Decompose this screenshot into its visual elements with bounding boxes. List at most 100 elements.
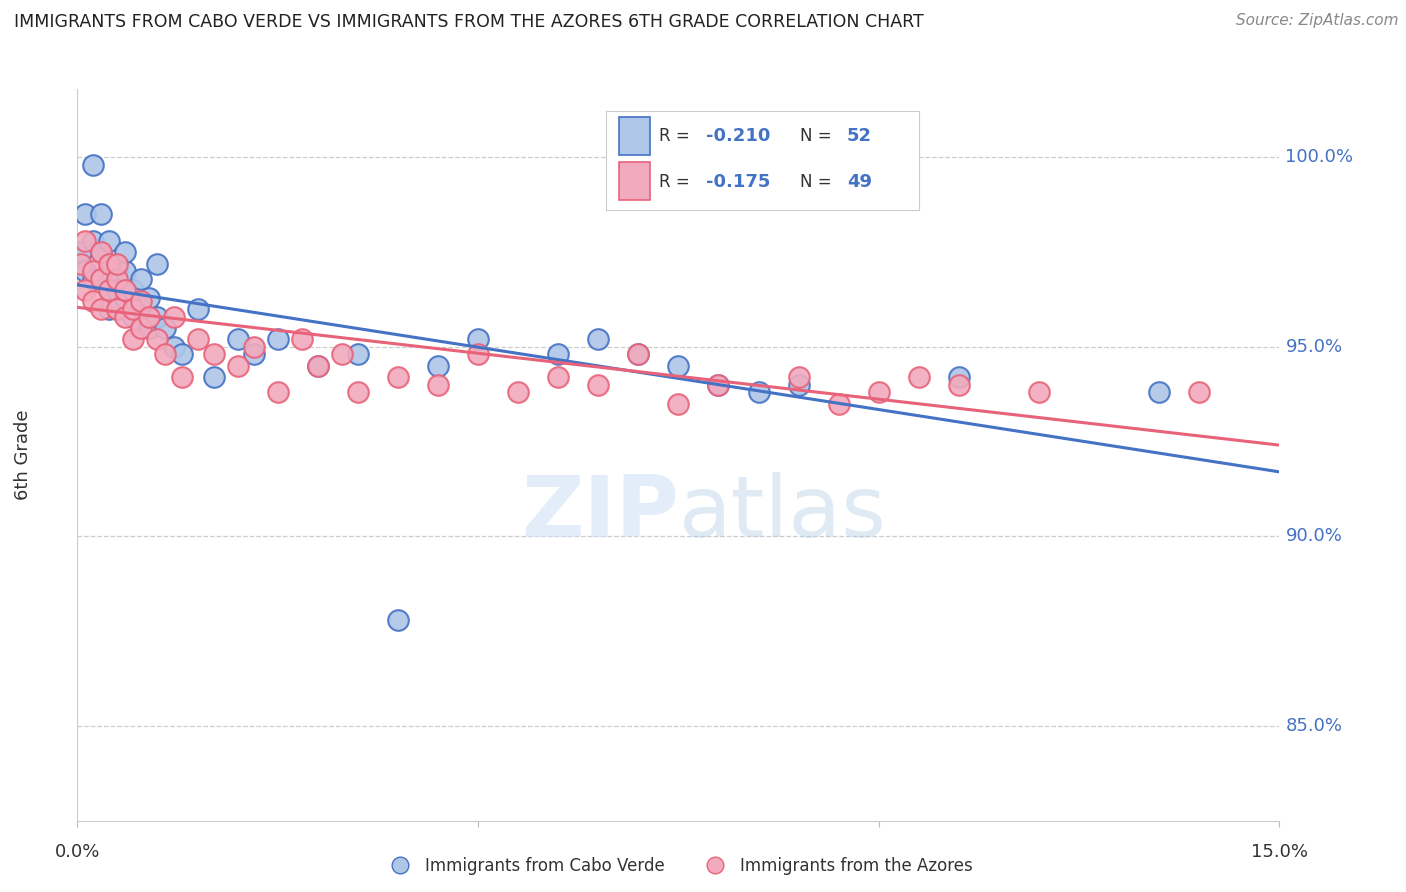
Point <box>508 385 530 400</box>
Point <box>75 264 97 278</box>
Point <box>107 301 129 316</box>
Point <box>90 271 112 285</box>
Point <box>547 370 569 384</box>
Point <box>347 385 370 400</box>
Point <box>330 347 353 361</box>
Point <box>427 377 450 392</box>
Point <box>170 370 193 384</box>
Text: 6th Grade: 6th Grade <box>14 409 32 500</box>
Point <box>186 301 209 316</box>
Point <box>146 310 169 324</box>
Point <box>307 359 329 373</box>
Point <box>98 283 121 297</box>
Point <box>668 359 690 373</box>
Point <box>707 377 730 392</box>
Point <box>75 283 97 297</box>
Point <box>588 377 610 392</box>
Point <box>948 377 970 392</box>
Point <box>114 283 136 297</box>
Text: 15.0%: 15.0% <box>1251 843 1308 862</box>
Point <box>131 321 153 335</box>
Point <box>627 347 650 361</box>
Point <box>787 370 810 384</box>
Point <box>467 332 489 346</box>
Point <box>162 340 184 354</box>
Text: Source: ZipAtlas.com: Source: ZipAtlas.com <box>1236 13 1399 29</box>
Point <box>114 245 136 260</box>
Point <box>242 340 264 354</box>
Point <box>98 301 121 316</box>
Point <box>748 385 770 400</box>
Point <box>70 245 93 260</box>
Point <box>588 332 610 346</box>
Text: 95.0%: 95.0% <box>1285 338 1343 356</box>
Point <box>707 377 730 392</box>
Point <box>107 283 129 297</box>
Legend: Immigrants from Cabo Verde, Immigrants from the Azores: Immigrants from Cabo Verde, Immigrants f… <box>377 850 980 882</box>
Point <box>547 347 569 361</box>
Point <box>107 301 129 316</box>
Point <box>98 234 121 248</box>
Point <box>131 294 153 309</box>
Point <box>114 264 136 278</box>
Point <box>122 332 145 346</box>
Point <box>82 294 104 309</box>
Point <box>70 256 93 270</box>
Text: atlas: atlas <box>679 472 886 555</box>
Point <box>291 332 314 346</box>
Point <box>307 359 329 373</box>
Point <box>242 347 264 361</box>
Point <box>828 397 851 411</box>
Text: IMMIGRANTS FROM CABO VERDE VS IMMIGRANTS FROM THE AZORES 6TH GRADE CORRELATION C: IMMIGRANTS FROM CABO VERDE VS IMMIGRANTS… <box>14 13 924 31</box>
Point <box>90 245 112 260</box>
Point <box>82 158 104 172</box>
Text: 90.0%: 90.0% <box>1285 527 1343 545</box>
Point <box>114 310 136 324</box>
Point <box>98 256 121 270</box>
Point <box>427 359 450 373</box>
Point <box>155 321 177 335</box>
Point <box>75 234 97 248</box>
Point <box>82 271 104 285</box>
Point <box>155 347 177 361</box>
Point <box>467 347 489 361</box>
Point <box>1028 385 1050 400</box>
Point <box>146 332 169 346</box>
Point <box>82 234 104 248</box>
Text: 100.0%: 100.0% <box>1285 148 1354 167</box>
Point <box>186 332 209 346</box>
Point <box>90 271 112 285</box>
Point <box>114 291 136 305</box>
Point <box>226 332 249 346</box>
Point <box>948 370 970 384</box>
Point <box>122 301 145 316</box>
Text: ZIP: ZIP <box>520 472 679 555</box>
Point <box>162 310 184 324</box>
Point <box>226 359 249 373</box>
Point <box>75 207 97 221</box>
Point <box>98 283 121 297</box>
Point <box>114 283 136 297</box>
Point <box>107 271 129 285</box>
Point <box>138 310 160 324</box>
Text: 85.0%: 85.0% <box>1285 717 1343 735</box>
Point <box>202 370 225 384</box>
Point <box>131 271 153 285</box>
Point <box>138 291 160 305</box>
Point <box>107 256 129 270</box>
Point <box>170 347 193 361</box>
Point <box>138 321 160 335</box>
Point <box>146 256 169 270</box>
Point <box>90 207 112 221</box>
Point <box>787 377 810 392</box>
Point <box>908 370 931 384</box>
Point <box>122 283 145 297</box>
Point <box>122 310 145 324</box>
Point <box>347 347 370 361</box>
Point <box>107 264 129 278</box>
Point <box>90 301 112 316</box>
Point <box>202 347 225 361</box>
Point <box>267 385 290 400</box>
Point <box>868 385 890 400</box>
Point <box>98 256 121 270</box>
